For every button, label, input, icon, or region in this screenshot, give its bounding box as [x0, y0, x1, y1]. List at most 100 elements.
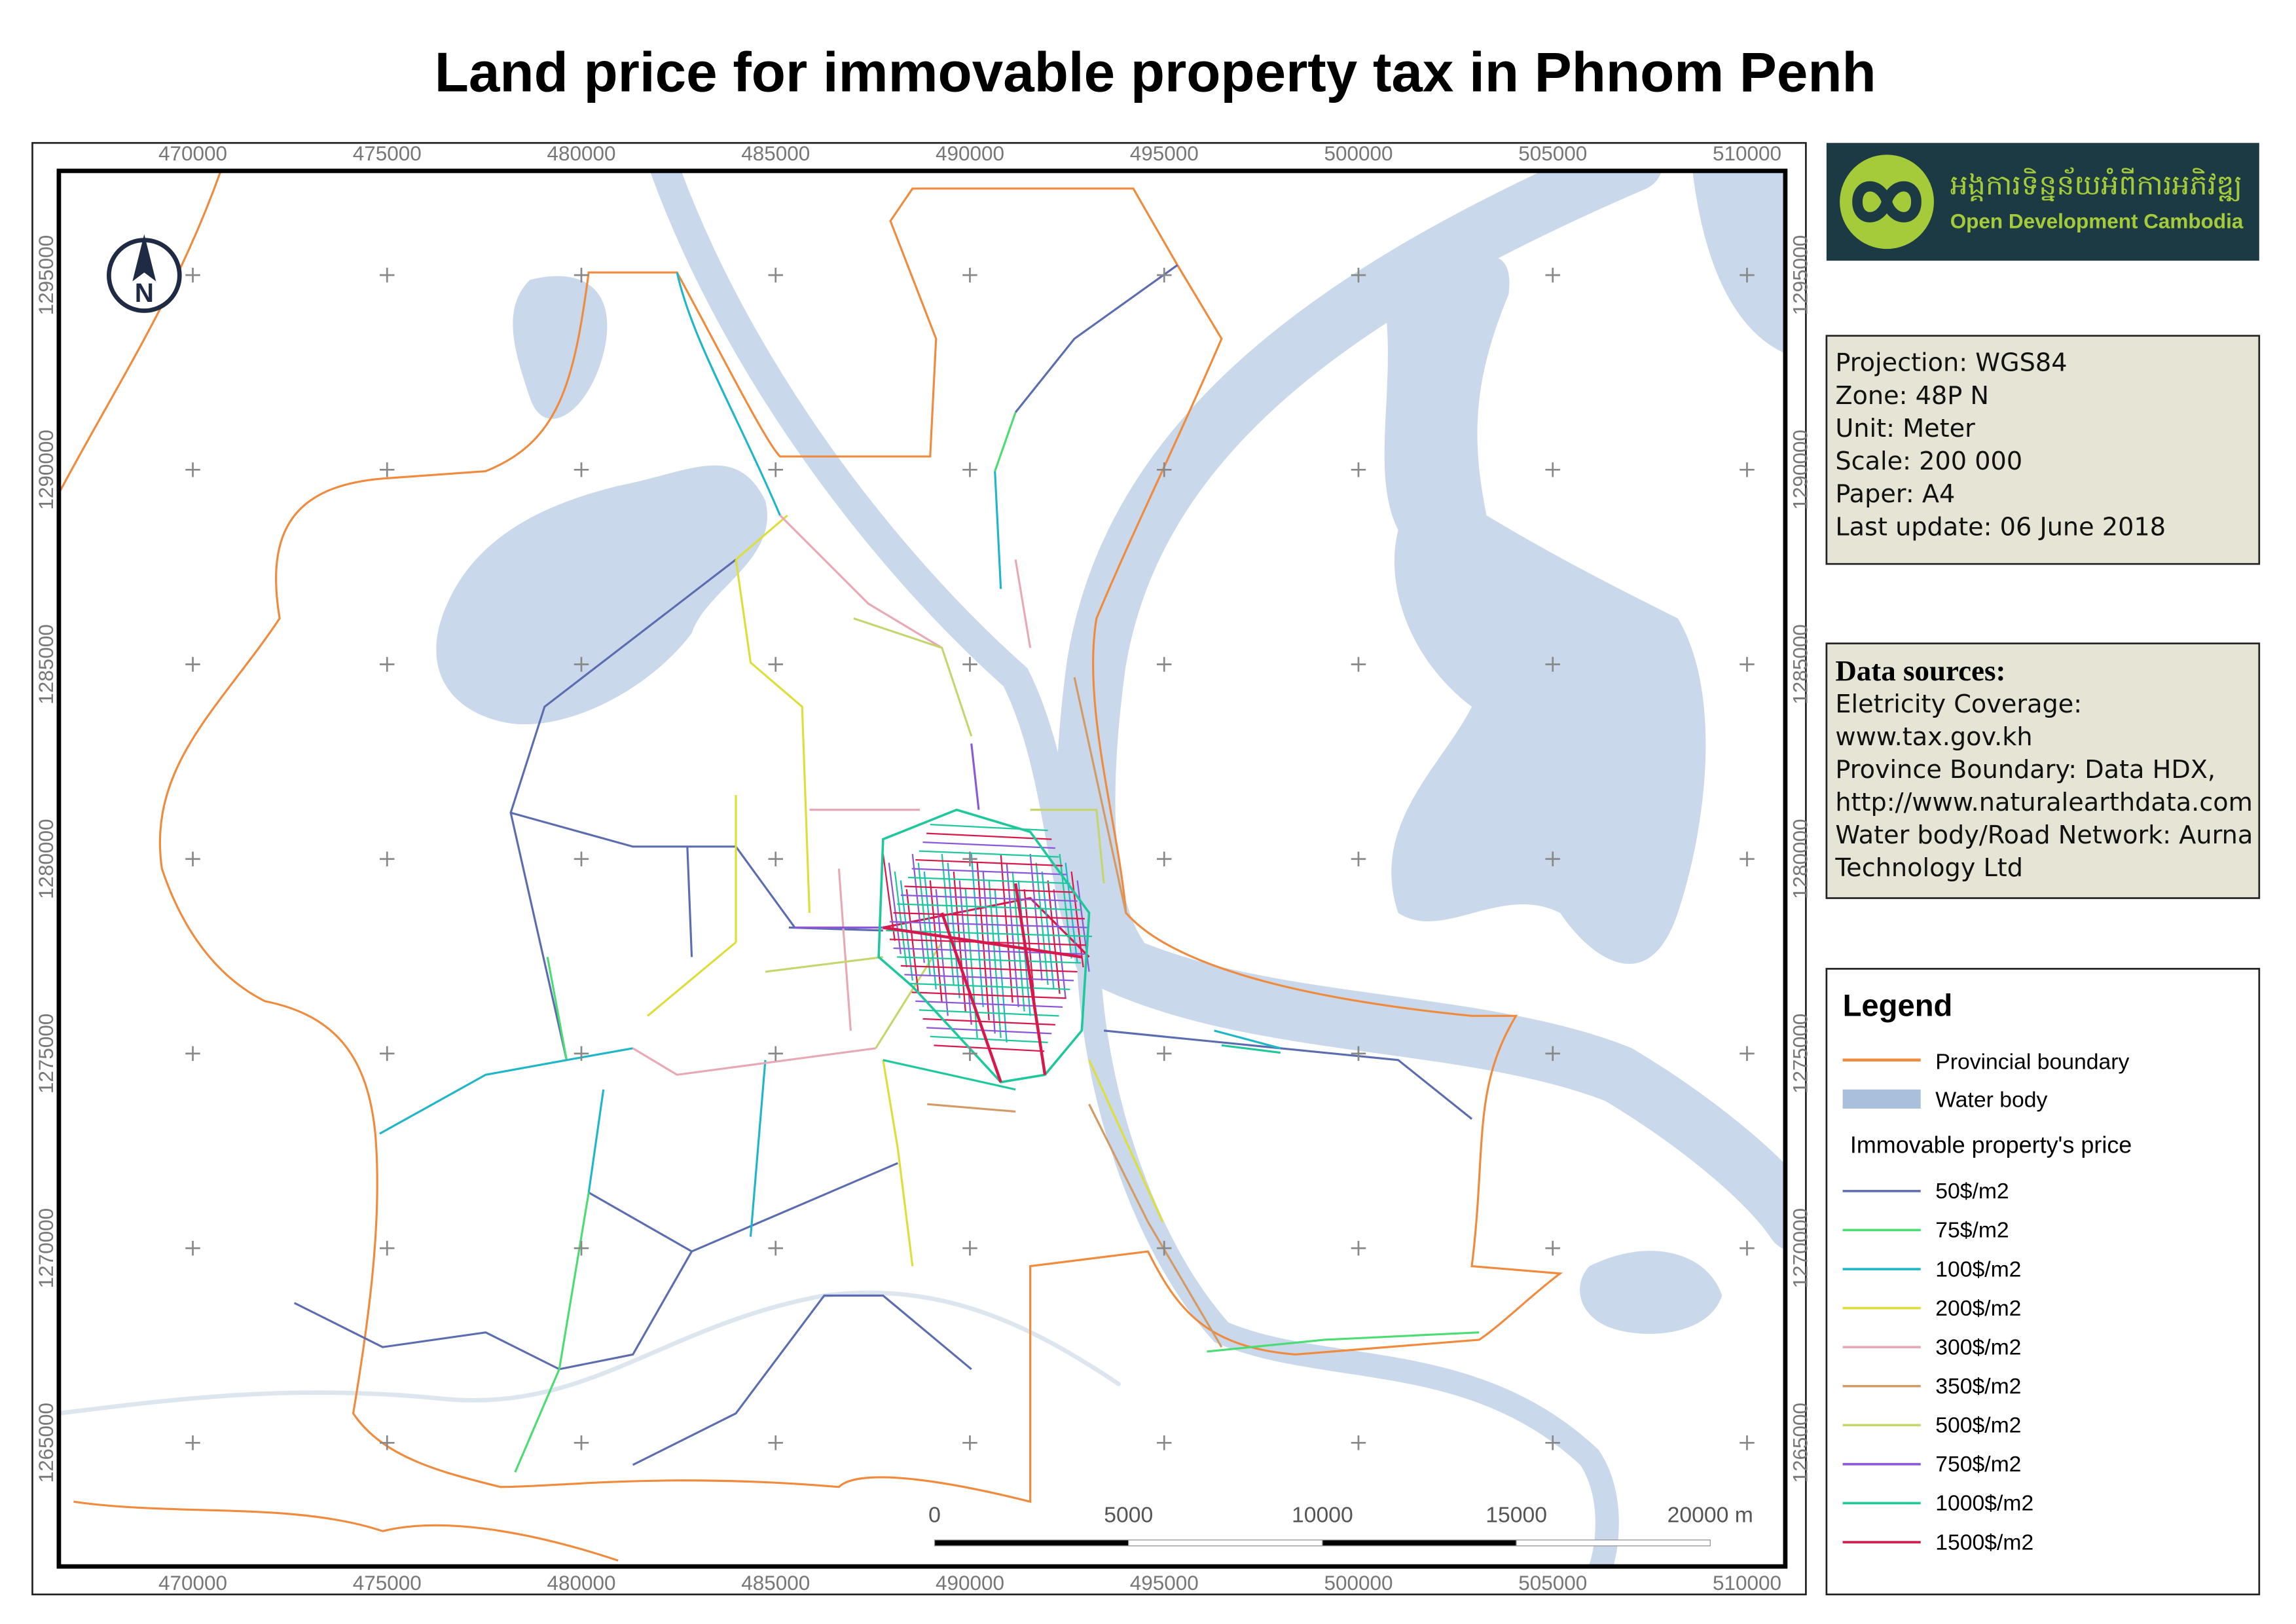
legend-label: 200$/m2: [1935, 1296, 2021, 1321]
grid-cross: [1545, 462, 1560, 477]
boundary: [58, 170, 222, 494]
grid-cross: [1351, 1240, 1366, 1256]
x-coordinate-label: 470000: [158, 142, 227, 165]
lake: [436, 465, 767, 725]
grid-cross: [962, 851, 977, 866]
road: [546, 957, 568, 1061]
city-road: [926, 1027, 1052, 1035]
road: [588, 1162, 898, 1253]
x-coordinate-label: 470000: [158, 1572, 227, 1595]
coordinate-labels: 470000 470000 475000 475000 480000 480000 4850…: [35, 142, 1812, 1595]
road: [994, 471, 1002, 589]
info-lines: Projection: WGS84 Zone: 48P N Unit: Meter S…: [1835, 349, 2166, 542]
road: [647, 941, 737, 1017]
road: [632, 1047, 876, 1076]
grid-cross: [1351, 657, 1366, 672]
grid-cross: [1545, 851, 1560, 866]
grid-cross: [962, 1435, 977, 1450]
city-road: [904, 974, 1074, 982]
grid-cross: [768, 267, 783, 283]
grid-cross: [768, 851, 783, 866]
x-coordinate-label: 500000: [1324, 142, 1393, 165]
grid-cross: [1351, 462, 1366, 477]
grid-cross: [1545, 657, 1560, 672]
logo-icon: [1840, 155, 1934, 249]
grid-crosses: [185, 267, 1755, 1450]
y-coordinate-label: 1295000: [1789, 235, 1812, 316]
y-coordinate-label: 1295000: [35, 235, 58, 316]
grid-cross: [380, 1240, 395, 1256]
road: [1030, 809, 1105, 884]
city-road: [894, 871, 907, 968]
city-road: [947, 862, 960, 999]
x-coordinate-label: 495000: [1130, 1572, 1199, 1595]
grid-cross: [574, 1240, 589, 1256]
legend-title: Legend: [1843, 988, 1953, 1023]
source-line: Water body/Road Network: Aurna: [1835, 821, 2253, 850]
city-road: [904, 885, 1074, 893]
x-coordinate-label: 505000: [1518, 1572, 1587, 1595]
source-line: www.tax.gov.kh: [1835, 723, 2032, 752]
info-line: Last update: 06 June 2018: [1835, 513, 2166, 542]
city-ring: [877, 808, 1091, 1084]
road: [632, 1294, 972, 1466]
provincial-boundaries: [58, 170, 1563, 1562]
scale-segment: [1516, 1539, 1711, 1547]
grid-cross: [574, 267, 589, 283]
y-coordinate-label: 1265000: [1789, 1403, 1812, 1483]
scale-label: 5000: [1104, 1503, 1153, 1528]
grid-cross: [768, 1435, 783, 1450]
road: [379, 1047, 633, 1135]
info-line: Scale: 200 000: [1835, 447, 2022, 476]
city-road: [930, 823, 1048, 832]
city-road: [897, 903, 1082, 911]
grid-cross: [1156, 851, 1172, 866]
city-road: [911, 868, 1066, 876]
north-arrow: N: [106, 234, 182, 313]
scale-segment: [1128, 1539, 1323, 1547]
grid-cross: [1545, 267, 1560, 283]
grid-cross: [380, 267, 395, 283]
grid-cross: [185, 657, 200, 672]
road: [676, 272, 781, 516]
map-area: N 0 5000 10000 15000 20000 m: [58, 170, 1785, 1567]
x-coordinate-label: 480000: [547, 1572, 615, 1595]
city-road: [911, 991, 1066, 999]
scale-label: 10000: [1292, 1503, 1353, 1528]
road: [927, 1103, 1016, 1113]
y-coordinate-label: 1270000: [35, 1208, 58, 1289]
x-coordinate-label: 505000: [1518, 142, 1587, 165]
city-road: [941, 853, 955, 986]
road: [883, 1059, 1016, 1091]
legend-box: [1825, 968, 2261, 1596]
legend-swatch: [1842, 1089, 1921, 1109]
tonle-sap: [649, 170, 1104, 972]
city-road: [900, 894, 1078, 902]
grid-cross: [1351, 267, 1366, 283]
grid-cross: [768, 462, 783, 477]
grid-cross: [1351, 1046, 1366, 1061]
legend-label: 300$/m2: [1935, 1335, 2021, 1359]
grid-cross: [768, 1240, 783, 1256]
y-coordinate-label: 1290000: [35, 430, 58, 510]
scale-label: 15000: [1485, 1503, 1547, 1528]
grid-cross: [574, 657, 589, 672]
info-line: Paper: A4: [1835, 480, 1955, 509]
x-coordinate-label: 490000: [936, 1572, 1004, 1595]
rivers: [58, 170, 1785, 1567]
map-title: Land price for immovable property tax in…: [435, 42, 1876, 104]
grid-cross: [1156, 1240, 1172, 1256]
city-road: [905, 889, 919, 994]
info-box: [1825, 335, 2261, 565]
city-road: [908, 982, 1070, 991]
outer-frame: [31, 141, 1807, 1596]
road: [853, 617, 973, 737]
x-coordinate-label: 510000: [1713, 142, 1781, 165]
road: [514, 1192, 590, 1473]
city-road: [917, 862, 931, 976]
x-coordinate-label: 500000: [1324, 1572, 1393, 1595]
grid-cross: [185, 1240, 200, 1256]
road: [1073, 676, 1127, 913]
grid-cross: [962, 1240, 977, 1256]
